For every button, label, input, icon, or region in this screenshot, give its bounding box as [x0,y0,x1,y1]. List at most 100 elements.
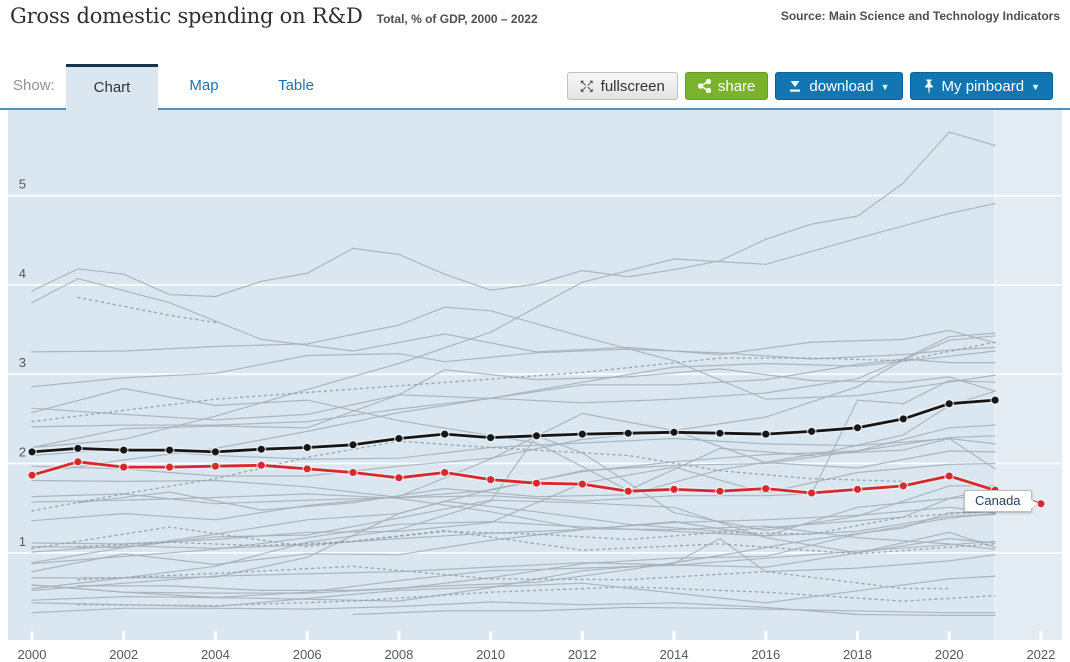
header: Gross domestic spending on R&D Total, % … [0,0,1070,64]
x-tick [489,631,493,640]
background-line [31,538,996,591]
data-point [395,435,403,442]
background-line [31,131,996,298]
background-line [31,387,996,491]
background-line [31,506,996,553]
data-point [762,430,770,438]
data-point [945,472,953,480]
canada-tooltip: Canada [964,490,1039,512]
data-point [28,448,36,456]
data-point [533,432,540,440]
x-axis-label: 2000 [18,647,47,662]
x-axis-label: 2022 [1026,647,1055,662]
toolbar: Show: Chart Map Table ↖↗ ↙↘ fullscreen sh… [0,64,1070,112]
highlighted-line [27,395,1001,457]
future-band [995,110,1062,640]
data-point [395,474,403,482]
data-point [670,485,678,493]
data-point [716,429,724,437]
data-point [120,446,128,454]
background-line [31,346,996,388]
background-line [31,440,904,512]
share-label: share [717,77,756,95]
my-pinboard-button[interactable]: My pinboard ▼ [909,72,1053,100]
background-line [31,335,996,477]
data-point [991,396,999,404]
x-tick [947,631,951,640]
x-tick [764,631,768,640]
background-line [31,202,996,449]
y-axis-label: 1 [19,534,26,549]
share-button[interactable]: share [684,72,769,100]
background-line [31,437,996,460]
show-label: Show: [13,77,55,94]
background-line [31,278,996,356]
x-axis-label: 2014 [660,647,689,662]
x-axis-label: 2012 [568,647,597,662]
x-tick [580,631,584,640]
canada-line [27,456,1046,509]
download-label: download [809,77,874,95]
source-note: Source: Main Science and Technology Indi… [780,9,1060,23]
data-point [257,461,265,469]
canada-tooltip-label: Canada [975,493,1021,508]
data-point [670,428,678,436]
fullscreen-icon: ↖↗ ↙↘ [579,78,594,94]
data-point [211,462,219,470]
title-row: Gross domestic spending on R&D Total, % … [10,4,538,28]
data-point [1037,500,1045,508]
data-point [762,485,770,493]
pinboard-caret-icon: ▼ [1031,81,1040,92]
tab-chart[interactable]: Chart [66,64,158,112]
background-line [31,575,996,608]
data-point [211,448,219,456]
background-line [77,437,996,511]
background-line [31,513,996,565]
x-axis-label: 2006 [293,647,322,662]
data-point [854,424,861,432]
x-tick [30,631,34,640]
data-point [74,444,82,452]
background-line [31,358,996,428]
data-point [441,430,449,438]
data-point [945,400,953,408]
data-point [899,415,907,423]
y-axis-label: 2 [19,445,26,460]
x-tick [397,631,401,640]
data-point [166,446,174,454]
tab-map[interactable]: Map [189,77,219,94]
x-tick [1039,631,1043,640]
background-line [31,379,996,505]
toolbar-spacer [342,64,567,108]
fullscreen-button[interactable]: ↖↗ ↙↘ fullscreen [566,72,678,100]
download-button[interactable]: download ▼ [775,72,903,100]
x-tick [213,631,217,640]
data-point [487,476,495,484]
data-point [808,427,816,435]
tab-table[interactable]: Table [278,77,314,94]
data-point [441,469,449,476]
data-point [624,487,632,495]
x-axis-label: 2018 [843,647,872,662]
x-tick [672,631,676,640]
data-point [808,489,816,497]
x-axis-label: 2004 [201,647,230,662]
download-icon [790,80,801,92]
fullscreen-label: fullscreen [600,77,665,95]
background-line [31,493,996,550]
data-point [716,487,724,495]
data-point [349,469,357,476]
background-line [352,606,996,616]
background-line [31,499,996,554]
x-axis-label: 2010 [476,647,505,662]
data-point [487,434,495,442]
background-line [77,565,950,590]
background-line [31,601,996,616]
data-point [624,429,632,437]
pinboard-label: My pinboard [941,77,1025,95]
x-axis-label: 2016 [751,647,780,662]
background-line [31,495,996,573]
x-axis-label: 2020 [935,647,964,662]
chart-area[interactable]: 1 2 3 4 5 2000 2002 2004 2006 2008 2010 2012 2014 201… [0,110,1070,662]
background-line [31,462,996,545]
